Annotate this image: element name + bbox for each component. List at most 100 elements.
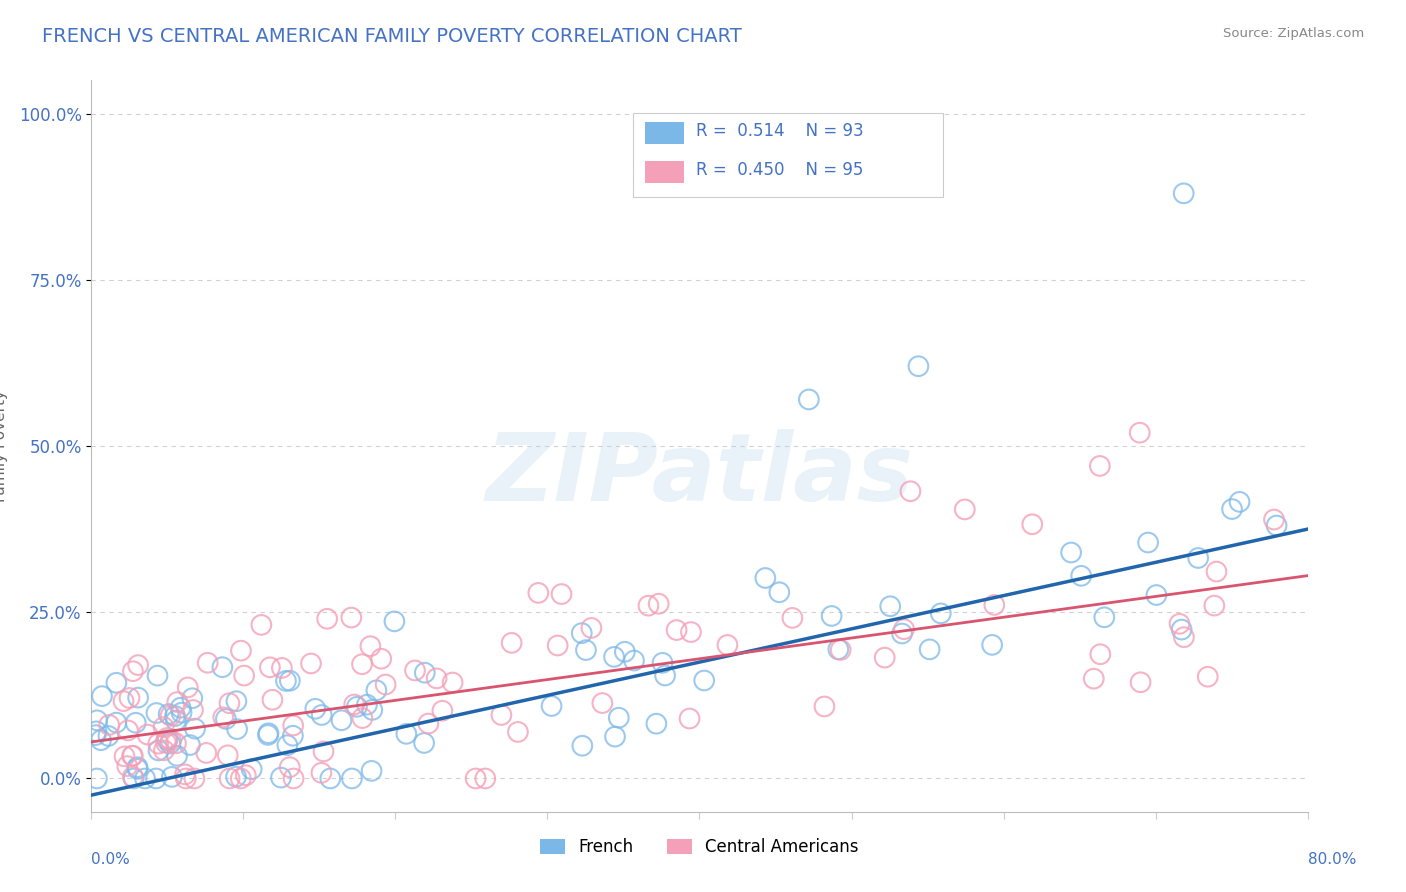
Point xyxy=(118,690,141,705)
Point xyxy=(1129,675,1152,690)
Point xyxy=(346,699,368,714)
Point xyxy=(155,736,177,750)
Point xyxy=(170,706,193,720)
Point xyxy=(146,668,169,682)
Point xyxy=(174,767,197,781)
Point xyxy=(981,638,1004,652)
Point xyxy=(127,658,149,673)
Point xyxy=(233,668,256,682)
Point xyxy=(271,661,294,675)
Text: FRENCH VS CENTRAL AMERICAN FAMILY POVERTY CORRELATION CHART: FRENCH VS CENTRAL AMERICAN FAMILY POVERT… xyxy=(42,27,742,45)
Point xyxy=(820,609,842,624)
Point xyxy=(262,692,284,706)
Point xyxy=(319,772,342,786)
Text: Source: ZipAtlas.com: Source: ZipAtlas.com xyxy=(1223,27,1364,40)
Point xyxy=(1197,670,1219,684)
Point xyxy=(86,724,108,739)
Point xyxy=(1205,565,1227,579)
Point xyxy=(651,656,673,670)
Point xyxy=(418,716,440,731)
Point xyxy=(211,660,233,674)
Point xyxy=(647,597,669,611)
Point xyxy=(174,772,197,786)
Point xyxy=(235,768,257,782)
Point xyxy=(343,698,366,712)
Point xyxy=(226,722,249,736)
Point xyxy=(112,694,135,708)
Point xyxy=(311,708,333,723)
Point xyxy=(361,703,384,717)
Point xyxy=(229,643,252,657)
Point xyxy=(645,716,668,731)
Point xyxy=(1173,186,1195,201)
Point xyxy=(283,718,305,732)
Point xyxy=(1088,458,1111,473)
Point xyxy=(160,733,183,747)
Point xyxy=(506,725,529,739)
Point xyxy=(115,759,138,773)
Text: R =  0.514    N = 93: R = 0.514 N = 93 xyxy=(696,121,863,140)
Point xyxy=(145,706,167,720)
Point xyxy=(250,618,273,632)
Point xyxy=(330,713,353,727)
Point xyxy=(229,772,252,786)
Point xyxy=(613,645,636,659)
Point xyxy=(1170,623,1192,637)
Point xyxy=(163,709,186,723)
Bar xyxy=(645,161,683,183)
Point xyxy=(1173,630,1195,644)
Point xyxy=(148,743,170,757)
Point xyxy=(754,571,776,585)
Point xyxy=(929,607,952,621)
Point xyxy=(218,696,240,710)
Point xyxy=(1220,502,1243,516)
Point xyxy=(283,772,305,786)
Point xyxy=(918,642,941,657)
Point xyxy=(97,729,120,743)
Point xyxy=(125,715,148,730)
Point xyxy=(679,625,702,640)
Point xyxy=(114,749,136,764)
Point xyxy=(1129,425,1152,440)
Point xyxy=(873,650,896,665)
Point xyxy=(1204,599,1226,613)
Point xyxy=(813,699,835,714)
Point xyxy=(426,672,449,686)
Point xyxy=(197,656,219,670)
Point xyxy=(768,585,790,599)
Point xyxy=(165,714,187,728)
Point xyxy=(374,677,396,691)
Point xyxy=(830,643,852,657)
Point xyxy=(1021,517,1043,532)
Point xyxy=(127,690,149,705)
Point xyxy=(153,743,176,757)
Point xyxy=(575,643,598,657)
Point xyxy=(360,764,382,778)
Text: R =  0.450    N = 95: R = 0.450 N = 95 xyxy=(696,161,863,179)
Point xyxy=(117,723,139,738)
Point xyxy=(274,673,297,688)
Point xyxy=(678,712,700,726)
Point xyxy=(225,694,247,708)
Point xyxy=(148,737,170,751)
Point xyxy=(654,668,676,682)
Point xyxy=(716,638,738,652)
Point xyxy=(1092,610,1115,624)
Point xyxy=(134,772,156,786)
Point xyxy=(413,665,436,680)
Point xyxy=(827,642,849,657)
Point xyxy=(1187,551,1209,566)
Point xyxy=(217,748,239,763)
Point xyxy=(340,772,363,786)
Point xyxy=(501,636,523,650)
Text: ZIPatlas: ZIPatlas xyxy=(485,429,914,521)
Point xyxy=(184,722,207,736)
Point xyxy=(540,698,562,713)
Point xyxy=(782,611,804,625)
Point xyxy=(169,700,191,714)
Point xyxy=(121,748,143,763)
Text: 80.0%: 80.0% xyxy=(1309,852,1357,867)
Point xyxy=(316,612,339,626)
Point xyxy=(1144,588,1167,602)
Point xyxy=(127,762,149,776)
